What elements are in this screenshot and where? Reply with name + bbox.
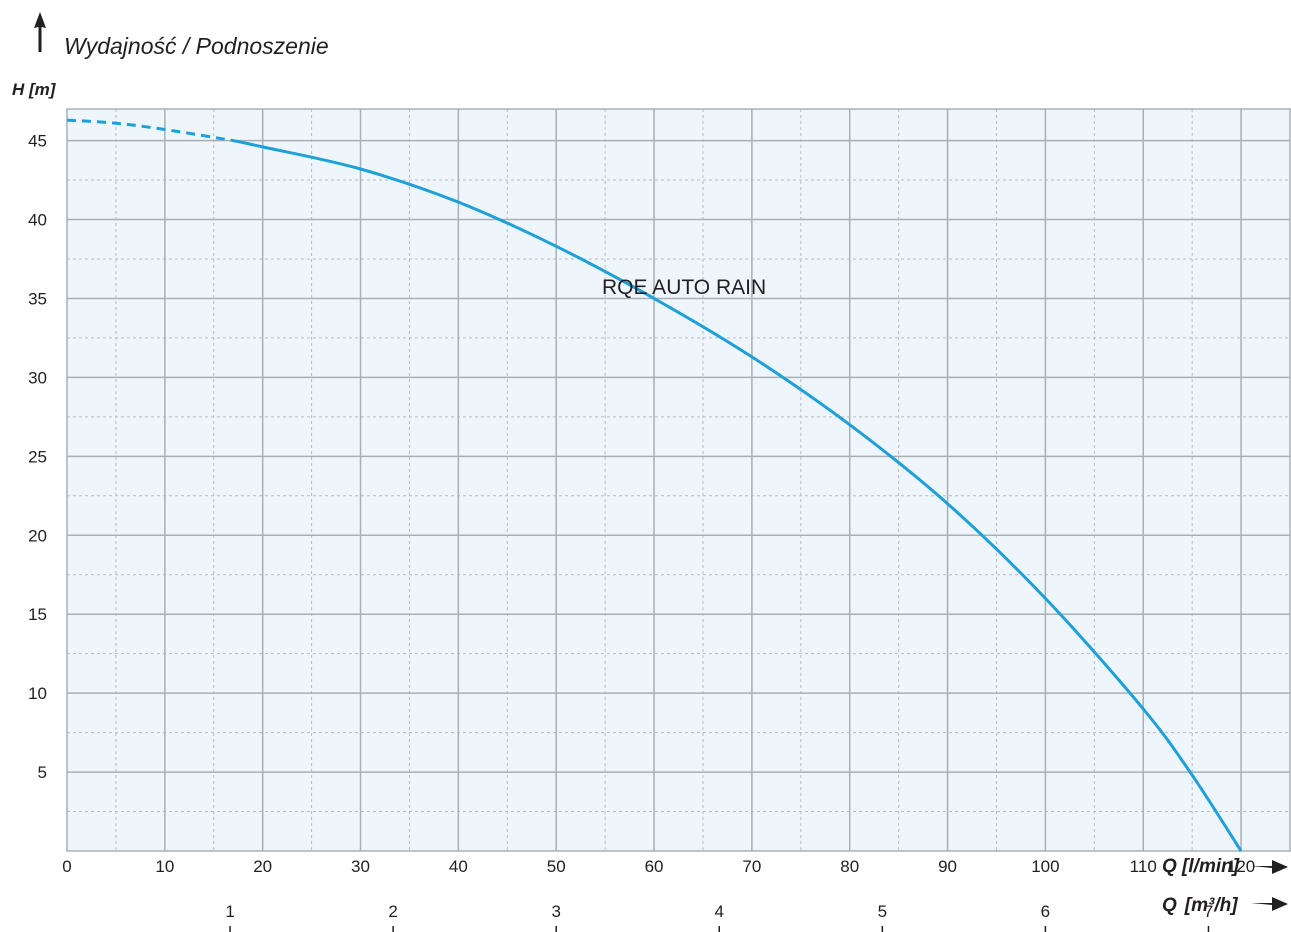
y-axis-label: H [m] xyxy=(12,80,57,99)
x-tick-label: 20 xyxy=(253,857,272,876)
y-axis-ticks: 5 10 15 20 25 30 35 40 45 xyxy=(28,132,47,782)
x-tick-label: 90 xyxy=(938,857,957,876)
major-grid xyxy=(67,109,1290,851)
series-label: RQE AUTO RAIN xyxy=(602,276,766,299)
x-axis-header: Q [l/min] Q [m³/h] xyxy=(1162,856,1288,916)
y-tick-label: 35 xyxy=(28,289,47,308)
y-tick-label: 15 xyxy=(28,605,47,624)
minor-grid xyxy=(67,109,1290,851)
y-axis-header: Wydajność / Podnoszenie H [m] xyxy=(12,12,329,99)
x2-tick-label: 1 xyxy=(225,902,234,921)
chart-title: Wydajność / Podnoszenie xyxy=(64,33,329,59)
x-tick-label: 70 xyxy=(742,857,761,876)
y-tick-label: 30 xyxy=(28,368,47,387)
x-tick-label: 10 xyxy=(155,857,174,876)
x2-tick-label: 3 xyxy=(551,902,560,921)
x2-axis-label-prefix: Q xyxy=(1162,895,1177,916)
x2-tick-label: 6 xyxy=(1041,902,1050,921)
x-tick-label: 60 xyxy=(645,857,664,876)
curve-solid-segment xyxy=(233,139,1243,852)
y-tick-label: 40 xyxy=(28,211,47,230)
x2-tick-label: 5 xyxy=(878,902,887,921)
right-arrow-icon-secondary xyxy=(1251,897,1288,911)
curve-dashed-segment xyxy=(66,118,234,143)
x2-axis-label: Q [m³/h] xyxy=(1162,895,1238,916)
x-tick-label: 80 xyxy=(840,857,859,876)
plot-area xyxy=(66,108,1291,852)
x-tick-label: 50 xyxy=(547,857,566,876)
secondary-x-axis-ticks: 1 2 3 4 5 6 7 xyxy=(225,902,1213,932)
up-arrow-icon xyxy=(34,12,46,52)
y-tick-label: 25 xyxy=(28,447,47,466)
x2-tick-label: 2 xyxy=(388,902,397,921)
right-arrow-icon xyxy=(1251,860,1288,874)
x-tick-label: 100 xyxy=(1031,857,1059,876)
y-tick-label: 10 xyxy=(28,684,47,703)
x2-tick-label: 7 xyxy=(1204,902,1213,921)
plot-border xyxy=(66,108,1291,852)
y-tick-label: 45 xyxy=(28,132,47,151)
x-tick-label: 110 xyxy=(1130,857,1157,876)
x-tick-label: 0 xyxy=(62,857,71,876)
x-axis-label: Q [l/min] xyxy=(1162,856,1240,877)
x2-axis-label-unit: [m³/h] xyxy=(1184,895,1238,916)
plot-background xyxy=(67,109,1290,851)
y-tick-label: 20 xyxy=(28,526,47,545)
x-tick-label: 120 xyxy=(1227,857,1255,876)
x2-tick-label: 4 xyxy=(715,902,724,921)
performance-curve xyxy=(66,118,1243,852)
x-tick-label: 30 xyxy=(351,857,370,876)
y-tick-label: 5 xyxy=(38,763,47,782)
x-axis-ticks: 0 10 20 30 40 50 60 70 80 90 100 110 120 xyxy=(62,857,1255,876)
x-tick-label: 40 xyxy=(449,857,468,876)
